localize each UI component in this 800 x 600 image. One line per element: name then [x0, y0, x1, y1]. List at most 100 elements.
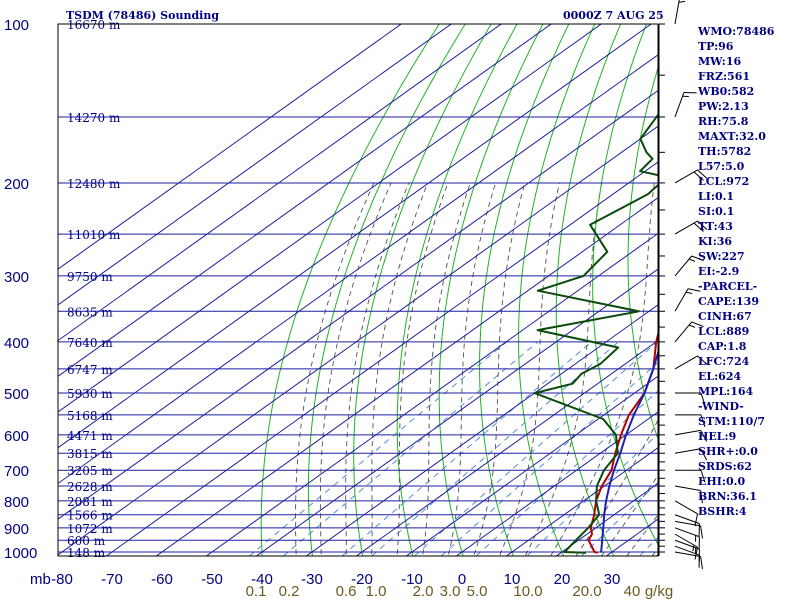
index-entry: TH:5782 [698, 145, 752, 158]
height-labels: 16670 m 14270 m 12480 m 11010 m 9750 m 8635 m… [67, 18, 121, 560]
temperature-tick-label: 10 [504, 571, 521, 588]
index-entry: LFC:724 [698, 355, 750, 368]
index-entry: EL:624 [698, 370, 742, 383]
wind-barb [674, 321, 704, 343]
mixing-ratio-line [580, 481, 658, 556]
isotherm-line [355, 339, 658, 556]
height-label: 9750 m [67, 270, 113, 284]
temperature-tick-label: -70 [101, 571, 123, 588]
height-label: 3815 m [67, 447, 113, 461]
mixing-ratio-label: 10.0 [513, 583, 542, 600]
wind-barb [675, 469, 706, 483]
index-entry: SI:0.1 [698, 205, 735, 218]
dry-adiabat-line [260, 24, 440, 556]
pressure-label: 800 [4, 494, 29, 511]
height-label: 148 m [67, 546, 106, 560]
pressure-unit-label: mb [30, 571, 51, 588]
temperature-tick-label: -50 [201, 571, 223, 588]
mixing-ratio-line [371, 341, 619, 556]
index-entry: -WIND- [698, 400, 744, 413]
index-entry: TP:96 [698, 40, 734, 53]
temperature-tick-label: -60 [151, 571, 173, 588]
valid-time: 0000Z 7 AUG 25 [563, 9, 664, 22]
index-panel: WMO:78486 TP:96 MW:16 FRZ:561 WB0:582 PW:2.13… [698, 24, 798, 519]
mixing-ratio-label: 20.0 [572, 583, 601, 600]
temperature-tick-label: -10 [401, 571, 423, 588]
height-label: 14270 m [67, 111, 121, 125]
index-entry: STM:110/7 [698, 415, 765, 428]
dewpoint-profile [533, 113, 658, 554]
isotherm-line [455, 411, 658, 556]
index-entry: WB0:582 [698, 85, 755, 98]
mixing-ratio-label: g/kg [645, 583, 673, 600]
wind-barb [674, 220, 708, 235]
index-entry: KI:36 [698, 235, 733, 248]
isotherm-line [205, 232, 658, 556]
mixing-ratio-line [638, 536, 658, 556]
index-entry: BRN:36.1 [698, 490, 757, 503]
mixing-ratio-label: 3.0 [440, 583, 461, 600]
isotherm-line [105, 161, 658, 556]
mixing-ratio-label: 0.1 [246, 583, 267, 600]
mixing-ratio-line [526, 433, 658, 556]
mixing-ratio-line [248, 341, 508, 556]
isotherm-line [58, 24, 603, 413]
wind-barb [674, 288, 701, 312]
height-label: 5168 m [67, 409, 113, 423]
wind-barb [674, 255, 704, 277]
wind-barb [674, 485, 703, 504]
wind-barb [674, 448, 708, 461]
index-entry: CAP:1.8 [698, 340, 747, 353]
mixing-ratio-label: 5.0 [467, 583, 488, 600]
isotherm-line [58, 24, 453, 306]
series-lines [533, 113, 658, 554]
index-entry: MW:16 [698, 55, 742, 68]
wind-barb [674, 533, 699, 560]
wind-barb [674, 539, 700, 562]
index-entry: -PARCEL- [698, 280, 758, 293]
mixing-ratio-line [440, 361, 658, 556]
moist-adiabat-line [396, 182, 449, 556]
height-label: 16670 m [67, 18, 121, 32]
moist-adiabat-line [422, 182, 471, 556]
temperature-tick-label: -20 [351, 571, 373, 588]
isotherm-line [58, 24, 503, 342]
temperature-tick-label: 0 [458, 571, 466, 588]
dry-adiabat-line [518, 24, 596, 556]
dry-adiabat-line [555, 24, 622, 556]
mixing-ratio-label: 0.6 [336, 583, 357, 600]
pressure-label: 700 [4, 463, 29, 480]
index-entry: CINH:67 [698, 310, 752, 323]
moist-adiabat-line [550, 182, 655, 556]
mixing-ratio-line [282, 341, 539, 556]
mixing-ratio-lines [248, 341, 658, 556]
mixing-ratio-line [413, 341, 658, 556]
wind-barb [674, 169, 708, 184]
isotherm-line [405, 375, 658, 556]
mixing-ratio-label: 40 [624, 583, 641, 600]
dry-adiabat-line [438, 24, 544, 556]
index-entry: CAPE:139 [698, 295, 759, 308]
height-label: 6747 m [67, 363, 113, 377]
pressure-labels: 100 200 300 400 500 600 700 800 900 1000 mb [4, 17, 51, 588]
index-entry: EHI:0.0 [698, 475, 746, 488]
wind-barb [674, 527, 700, 550]
pressure-label: 200 [4, 176, 29, 193]
index-entry: L57:5.0 [698, 160, 745, 173]
plot-border [57, 23, 659, 557]
height-label: 7640 m [67, 336, 113, 350]
height-label: 8635 m [67, 305, 113, 319]
plot-frame [57, 23, 659, 557]
wind-barb [674, 500, 699, 527]
chart-title: TSDM (78486) Sounding [66, 9, 220, 22]
index-entry: LI:0.1 [698, 190, 735, 203]
moist-adiabat-line [345, 182, 410, 556]
moist-adiabat-line [295, 182, 375, 556]
pressure-label: 300 [4, 269, 29, 286]
pressure-label: 400 [4, 335, 29, 352]
temperature-tick-label: 30 [604, 571, 621, 588]
wind-barb [675, 414, 706, 428]
index-entry: LCL:889 [698, 325, 750, 338]
moist-adiabat-line [600, 474, 658, 556]
